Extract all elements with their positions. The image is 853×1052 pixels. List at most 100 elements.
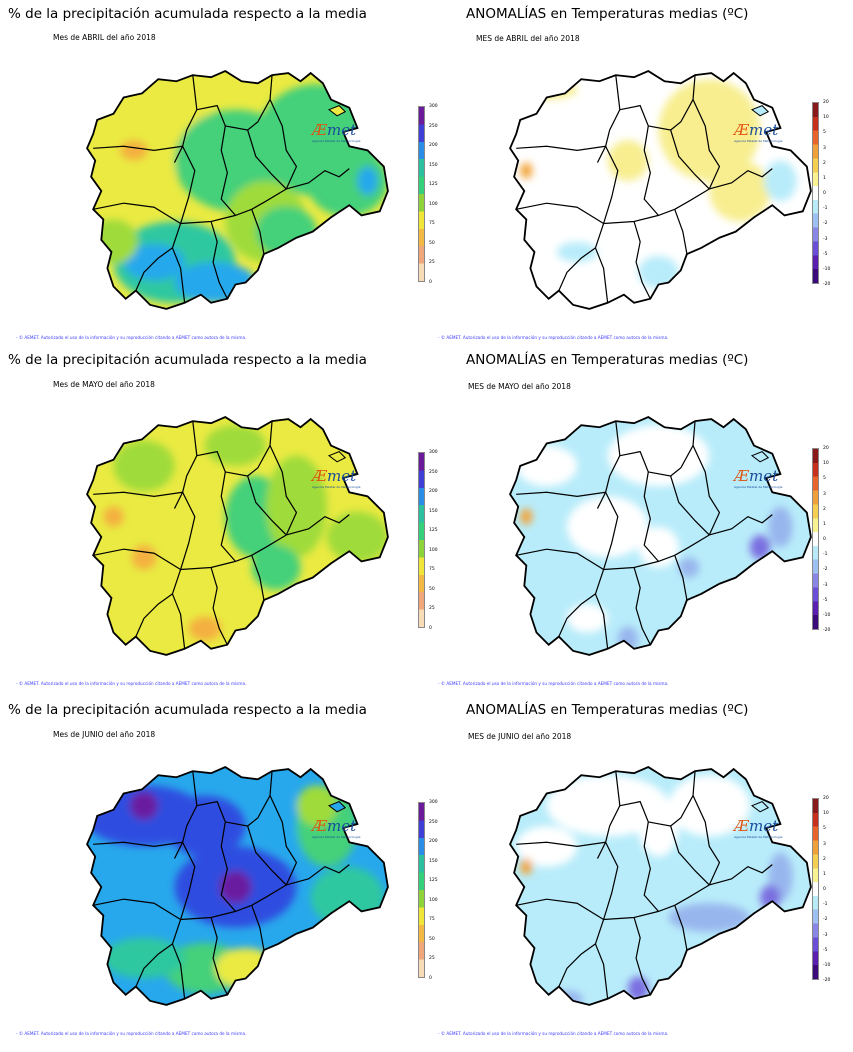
scale-tick-label: -20 — [823, 282, 831, 287]
scale-tick-label: 200 — [429, 143, 438, 149]
field-patch — [658, 79, 761, 181]
province-boundary — [171, 943, 186, 999]
province-boundary — [269, 445, 298, 536]
province-boundary — [674, 555, 688, 601]
province-boundary — [135, 247, 173, 291]
province-boundary — [269, 795, 298, 886]
credit-note: - © AEMET. Autorizado el uso de la infor… — [16, 335, 247, 340]
scale-tick-label: -10 — [823, 612, 831, 618]
field-patch — [129, 791, 159, 820]
province-boundary — [674, 534, 710, 556]
scale-bar — [812, 102, 819, 284]
scale-tick-label: 5 — [823, 130, 826, 136]
panel-subtitle: Mes de MAYO del año 2018 — [53, 380, 155, 389]
scale-tick-label: -1 — [823, 902, 828, 908]
province-boundary — [648, 821, 710, 886]
scale-tick-label: 2 — [823, 160, 826, 166]
field-patch — [556, 241, 598, 263]
province-boundary — [247, 771, 273, 827]
credit-note: - © AEMET. Autorizado el uso de la infor… — [438, 335, 669, 340]
enclave-shape — [327, 451, 347, 463]
field-patch — [188, 616, 222, 641]
field-patch — [607, 425, 710, 487]
panel-title: ANOMALÍAS en Temperaturas medias (ºC) — [466, 352, 749, 368]
scale-tick-label: 2 — [823, 506, 826, 512]
logo-tagline: Agencia Estatal de Meteorología — [312, 139, 361, 143]
province-boundary — [603, 904, 675, 921]
logo-mark: Æ — [312, 817, 328, 835]
scale-tick-label: -20 — [823, 628, 831, 633]
scale-tick-label: 250 — [429, 123, 438, 129]
province-boundary — [633, 567, 651, 646]
logo-mark: Æ — [734, 467, 750, 485]
panel-subtitle: Mes de ABRIL del año 2018 — [53, 33, 156, 42]
scale-tick-label: 0 — [823, 537, 826, 542]
province-boundary — [558, 593, 596, 637]
logo-mark: Æ — [312, 467, 328, 485]
scale-bar — [418, 452, 425, 628]
province-boundary — [648, 125, 710, 190]
scale-bar — [418, 106, 425, 282]
field-patch — [749, 534, 771, 560]
scale-tick-label: 3 — [823, 145, 826, 151]
province-boundary — [674, 905, 688, 951]
field-patch — [520, 162, 533, 179]
field-patch — [164, 795, 246, 857]
scale-tick-label: 50 — [429, 936, 435, 942]
scale-tick-label: 5 — [823, 826, 826, 832]
panel-title: % de la precipitación acumulada respecto… — [8, 702, 367, 718]
scale-tick-label: 250 — [429, 819, 438, 825]
precipitation-map-panel: % de la precipitación acumulada respecto… — [8, 702, 438, 1047]
province-boundary — [594, 593, 609, 649]
province-boundary — [596, 421, 621, 509]
scale-tick-label: -5 — [823, 251, 828, 257]
scale-tick-label: 150 — [429, 858, 438, 864]
logo-text: met — [327, 817, 357, 835]
scale-tick-label: 0 — [823, 887, 826, 892]
scale-tick-label: -10 — [823, 962, 831, 968]
region-outline — [86, 70, 389, 310]
aemet-logo: Æmet Agencia Estatal de Meteorología — [734, 466, 783, 489]
scale-tick-label: 200 — [429, 839, 438, 845]
province-boundary — [210, 567, 228, 646]
scale-tick-label: -10 — [823, 266, 831, 272]
temperature-anomaly-panel: ANOMALÍAS en Temperaturas medias (ºC) MES… — [438, 702, 853, 1047]
region-map — [86, 766, 389, 1006]
panel-title: ANOMALÍAS en Temperaturas medias (ºC) — [466, 6, 749, 22]
field-patch — [678, 557, 700, 578]
field-patch — [215, 947, 277, 989]
field-patch — [119, 140, 149, 161]
province-boundary — [196, 450, 236, 562]
panel-title: ANOMALÍAS en Temperaturas medias (ºC) — [466, 702, 749, 718]
logo-text: met — [327, 467, 357, 485]
field-patch — [520, 508, 533, 525]
field-patch — [516, 445, 578, 487]
province-boundary — [210, 917, 228, 996]
scale-tick-label: 3 — [823, 491, 826, 497]
scale-tick-label: 125 — [429, 878, 438, 884]
field-patch — [296, 785, 338, 827]
region-map — [86, 70, 389, 310]
field-patch — [520, 858, 533, 875]
scale-tick-label: 1 — [823, 521, 826, 527]
scale-tick-label: 25 — [429, 606, 435, 612]
province-boundary — [594, 247, 609, 303]
region-map — [509, 416, 812, 656]
province-boundary — [516, 898, 604, 921]
scale-tick-label: 75 — [429, 567, 435, 573]
province-boundary — [286, 864, 350, 886]
province-boundary — [674, 188, 710, 210]
field-patch — [638, 256, 679, 289]
temperature-anomaly-panel: ANOMALÍAS en Temperaturas medias (ºC) MES… — [438, 6, 853, 351]
field-patch — [607, 140, 649, 181]
logo-text: met — [749, 467, 779, 485]
province-boundary — [709, 514, 773, 536]
province-boundary — [603, 208, 675, 225]
panel-title: % de la precipitación acumulada respecto… — [8, 6, 367, 22]
province-boundary — [93, 145, 183, 151]
scale-tick-label: 125 — [429, 182, 438, 188]
province-boundary — [269, 99, 298, 190]
credit-note: - © AEMET. Autorizado el uso de la infor… — [16, 681, 247, 686]
logo-mark: Æ — [734, 121, 750, 139]
region-outline — [86, 416, 389, 656]
